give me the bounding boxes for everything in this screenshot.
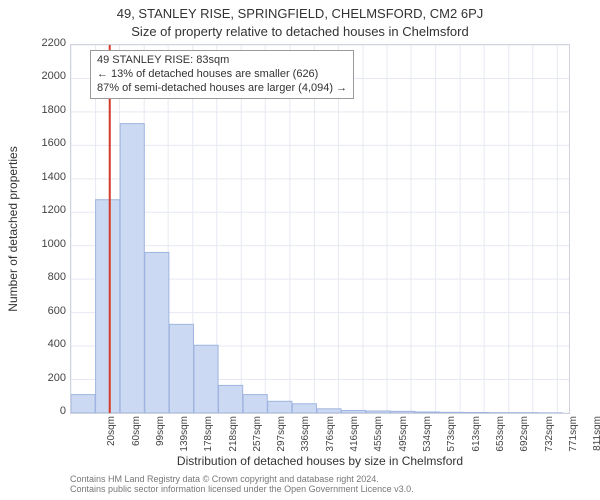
y-tick-label: 1800: [32, 104, 66, 116]
histogram-bar: [464, 412, 488, 413]
annotation-line: 87% of semi-detached houses are larger (…: [97, 82, 347, 96]
histogram-bar: [71, 395, 95, 413]
credits-line: Contains HM Land Registry data © Crown c…: [70, 474, 570, 484]
histogram-bar: [169, 324, 193, 413]
x-tick-label: 573sqm: [446, 416, 457, 456]
y-tick-label: 400: [32, 338, 66, 350]
x-tick-label: 60sqm: [131, 416, 142, 456]
y-tick-label: 1000: [32, 238, 66, 250]
x-tick-label: 218sqm: [228, 416, 239, 456]
x-tick-label: 732sqm: [544, 416, 555, 456]
credits: Contains HM Land Registry data © Crown c…: [70, 474, 570, 495]
histogram-bar: [96, 200, 120, 413]
credits-line: Contains public sector information licen…: [70, 484, 570, 494]
y-tick-label: 2000: [32, 70, 66, 82]
page-title: 49, STANLEY RISE, SPRINGFIELD, CHELMSFOR…: [0, 6, 600, 21]
y-tick-label: 1400: [32, 171, 66, 183]
histogram-bar: [366, 411, 390, 413]
x-tick-label: 139sqm: [179, 416, 190, 456]
x-axis-label: Distribution of detached houses by size …: [70, 454, 570, 468]
x-tick-label: 416sqm: [349, 416, 360, 456]
histogram-bar: [292, 404, 316, 413]
histogram-bar: [415, 412, 439, 413]
annotation-box: 49 STANLEY RISE: 83sqm ← 13% of detached…: [90, 50, 354, 99]
x-tick-label: 771sqm: [568, 416, 579, 456]
y-tick-label: 600: [32, 305, 66, 317]
x-tick-label: 376sqm: [325, 416, 336, 456]
y-tick-label: 1200: [32, 204, 66, 216]
x-tick-label: 692sqm: [519, 416, 530, 456]
x-tick-label: 495sqm: [398, 416, 409, 456]
y-tick-label: 800: [32, 271, 66, 283]
x-tick-label: 178sqm: [203, 416, 214, 456]
x-tick-label: 653sqm: [495, 416, 506, 456]
y-tick-label: 2200: [32, 37, 66, 49]
histogram-bar: [243, 395, 267, 413]
x-tick-label: 20sqm: [106, 416, 117, 456]
histogram-bar: [194, 345, 218, 413]
y-tick-label: 1600: [32, 137, 66, 149]
histogram-bar: [317, 409, 341, 413]
annotation-line: ← 13% of detached houses are smaller (62…: [97, 68, 347, 82]
histogram-bar: [120, 124, 144, 413]
x-tick-label: 534sqm: [422, 416, 433, 456]
chart-subtitle: Size of property relative to detached ho…: [0, 24, 600, 39]
y-tick-label: 0: [32, 405, 66, 417]
histogram-bar: [391, 411, 415, 413]
y-axis-label: Number of detached properties: [6, 44, 22, 414]
x-tick-label: 613sqm: [471, 416, 482, 456]
y-tick-label: 200: [32, 372, 66, 384]
histogram-bar: [219, 385, 243, 413]
x-tick-label: 455sqm: [373, 416, 384, 456]
histogram-bar: [342, 410, 366, 413]
histogram-bar: [145, 252, 169, 413]
histogram-plot: [70, 44, 570, 414]
x-tick-label: 811sqm: [592, 416, 600, 456]
x-tick-label: 336sqm: [300, 416, 311, 456]
histogram-svg: [71, 45, 569, 413]
histogram-bar: [268, 401, 292, 413]
x-tick-label: 297sqm: [276, 416, 287, 456]
histogram-bar: [440, 412, 464, 413]
x-tick-label: 257sqm: [252, 416, 263, 456]
x-tick-label: 99sqm: [155, 416, 166, 456]
annotation-line: 49 STANLEY RISE: 83sqm: [97, 54, 347, 68]
